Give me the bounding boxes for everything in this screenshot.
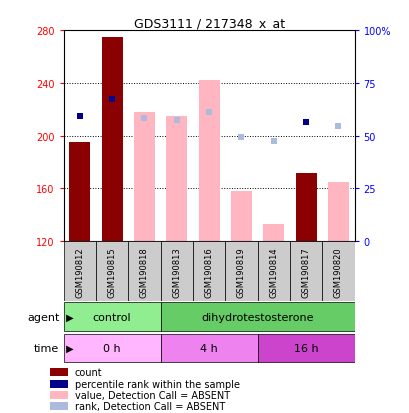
Text: ▶: ▶ <box>63 312 74 322</box>
Bar <box>49 391 68 399</box>
Text: count: count <box>74 367 102 377</box>
Text: time: time <box>34 343 59 353</box>
Bar <box>128 242 160 301</box>
Text: GSM190812: GSM190812 <box>75 246 84 297</box>
Bar <box>63 334 160 362</box>
Bar <box>257 242 289 301</box>
Text: dihydrotestosterone: dihydrotestosterone <box>201 312 313 322</box>
Bar <box>160 334 257 362</box>
Text: ▶: ▶ <box>63 343 74 353</box>
Text: GSM190814: GSM190814 <box>269 246 278 297</box>
Bar <box>101 38 122 242</box>
Bar <box>49 402 68 411</box>
Text: rank, Detection Call = ABSENT: rank, Detection Call = ABSENT <box>74 401 224 411</box>
Bar <box>63 303 160 331</box>
Text: 4 h: 4 h <box>200 343 218 353</box>
Bar <box>49 368 68 376</box>
Bar <box>198 81 219 242</box>
Bar <box>230 192 252 242</box>
Title: GDS3111 / 217348_x_at: GDS3111 / 217348_x_at <box>133 17 284 30</box>
Text: agent: agent <box>27 312 59 322</box>
Text: control: control <box>92 312 131 322</box>
Bar <box>225 242 257 301</box>
Bar <box>69 143 90 242</box>
Bar <box>327 183 348 242</box>
Bar <box>134 113 155 242</box>
Bar <box>289 242 321 301</box>
Text: GSM190820: GSM190820 <box>333 246 342 297</box>
Text: GSM190816: GSM190816 <box>204 246 213 297</box>
Text: 16 h: 16 h <box>293 343 318 353</box>
Text: GSM190815: GSM190815 <box>107 246 116 297</box>
Bar <box>63 242 96 301</box>
Text: GSM190819: GSM190819 <box>236 246 245 297</box>
Bar <box>96 242 128 301</box>
Bar <box>263 225 283 242</box>
Text: GSM190817: GSM190817 <box>301 246 310 297</box>
Bar <box>166 116 187 242</box>
Bar <box>160 242 193 301</box>
Bar <box>295 173 316 242</box>
Text: value, Detection Call = ABSENT: value, Detection Call = ABSENT <box>74 390 229 400</box>
Text: 0 h: 0 h <box>103 343 121 353</box>
Bar <box>49 380 68 388</box>
Text: GSM190818: GSM190818 <box>139 246 148 297</box>
Text: GSM190813: GSM190813 <box>172 246 181 297</box>
Text: percentile rank within the sample: percentile rank within the sample <box>74 379 239 389</box>
Bar <box>160 303 354 331</box>
Bar <box>193 242 225 301</box>
Bar <box>321 242 354 301</box>
Bar <box>257 334 354 362</box>
